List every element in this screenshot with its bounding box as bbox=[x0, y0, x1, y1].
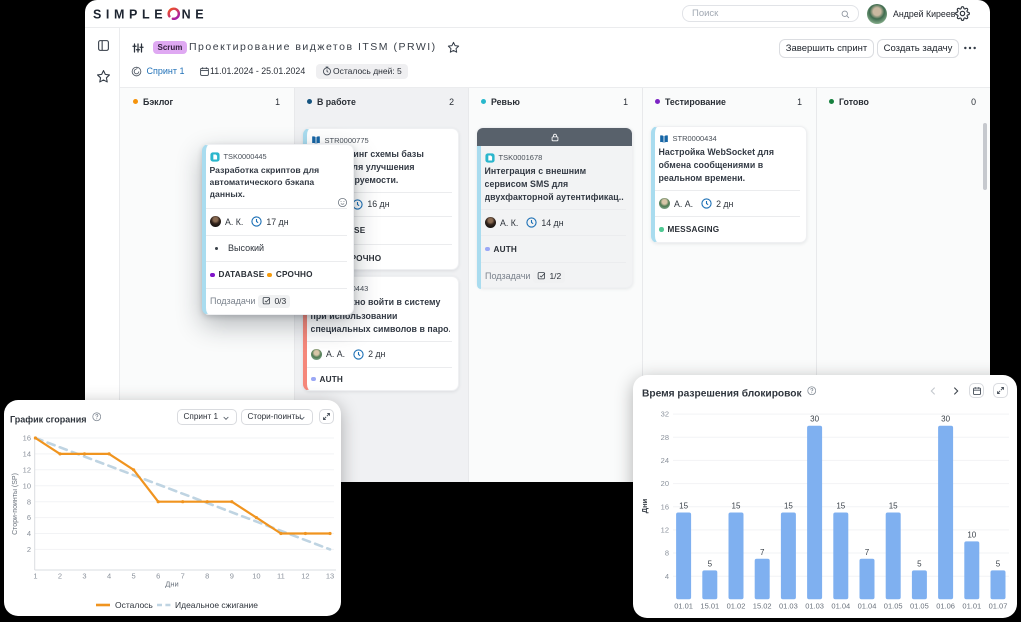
svg-text:16: 16 bbox=[23, 434, 31, 443]
svg-text:4: 4 bbox=[27, 529, 31, 538]
svg-text:Дни: Дни bbox=[165, 580, 178, 589]
svg-text:4: 4 bbox=[665, 572, 669, 581]
svg-text:4: 4 bbox=[107, 572, 111, 581]
svg-text:8: 8 bbox=[205, 572, 209, 581]
svg-text:01.04: 01.04 bbox=[858, 602, 877, 611]
svg-text:5: 5 bbox=[708, 559, 713, 568]
svg-text:01.02: 01.02 bbox=[727, 602, 746, 611]
svg-text:28: 28 bbox=[661, 433, 669, 442]
svg-text:15: 15 bbox=[732, 502, 741, 511]
svg-text:01.04: 01.04 bbox=[831, 602, 850, 611]
svg-text:14: 14 bbox=[23, 450, 31, 459]
svg-text:7: 7 bbox=[760, 548, 765, 557]
svg-text:15.01: 15.01 bbox=[700, 602, 719, 611]
svg-text:7: 7 bbox=[865, 548, 870, 557]
svg-text:24: 24 bbox=[661, 456, 669, 465]
svg-text:10: 10 bbox=[252, 572, 260, 581]
svg-text:01.03: 01.03 bbox=[805, 602, 824, 611]
svg-text:1: 1 bbox=[33, 572, 37, 581]
svg-text:5: 5 bbox=[132, 572, 136, 581]
svg-text:12: 12 bbox=[23, 465, 31, 474]
svg-text:Стори-поинты (SP): Стори-поинты (SP) bbox=[12, 473, 19, 535]
svg-text:16: 16 bbox=[661, 502, 669, 511]
svg-text:01.05: 01.05 bbox=[910, 602, 929, 611]
svg-text:2: 2 bbox=[27, 545, 31, 554]
svg-text:01.07: 01.07 bbox=[989, 602, 1008, 611]
svg-text:6: 6 bbox=[27, 513, 31, 522]
svg-text:Идеальное сжигание: Идеальное сжигание bbox=[175, 600, 258, 610]
svg-text:10: 10 bbox=[23, 481, 31, 490]
svg-text:32: 32 bbox=[661, 410, 669, 419]
svg-text:15: 15 bbox=[784, 502, 793, 511]
svg-text:11: 11 bbox=[277, 572, 285, 581]
svg-text:6: 6 bbox=[156, 572, 160, 581]
svg-text:5: 5 bbox=[917, 559, 922, 568]
svg-text:01.05: 01.05 bbox=[884, 602, 903, 611]
svg-text:15: 15 bbox=[679, 502, 688, 511]
svg-text:5: 5 bbox=[996, 559, 1001, 568]
svg-text:9: 9 bbox=[230, 572, 234, 581]
svg-text:8: 8 bbox=[27, 497, 31, 506]
svg-text:30: 30 bbox=[941, 415, 950, 424]
svg-text:01.06: 01.06 bbox=[936, 602, 955, 611]
svg-text:15.02: 15.02 bbox=[753, 602, 772, 611]
svg-text:10: 10 bbox=[967, 530, 976, 539]
svg-text:01.01: 01.01 bbox=[674, 602, 693, 611]
svg-text:01.01: 01.01 bbox=[962, 602, 981, 611]
svg-text:8: 8 bbox=[665, 549, 669, 558]
svg-text:12: 12 bbox=[661, 526, 669, 535]
svg-text:20: 20 bbox=[661, 479, 669, 488]
svg-text:Осталось: Осталось bbox=[115, 600, 153, 610]
svg-text:12: 12 bbox=[301, 572, 309, 581]
svg-text:7: 7 bbox=[181, 572, 185, 581]
svg-text:3: 3 bbox=[82, 572, 86, 581]
svg-text:30: 30 bbox=[810, 415, 819, 424]
svg-text:01.03: 01.03 bbox=[779, 602, 798, 611]
svg-text:2: 2 bbox=[58, 572, 62, 581]
svg-text:13: 13 bbox=[326, 572, 334, 581]
svg-text:Дни: Дни bbox=[640, 498, 649, 513]
svg-text:15: 15 bbox=[889, 502, 898, 511]
svg-text:15: 15 bbox=[836, 502, 845, 511]
